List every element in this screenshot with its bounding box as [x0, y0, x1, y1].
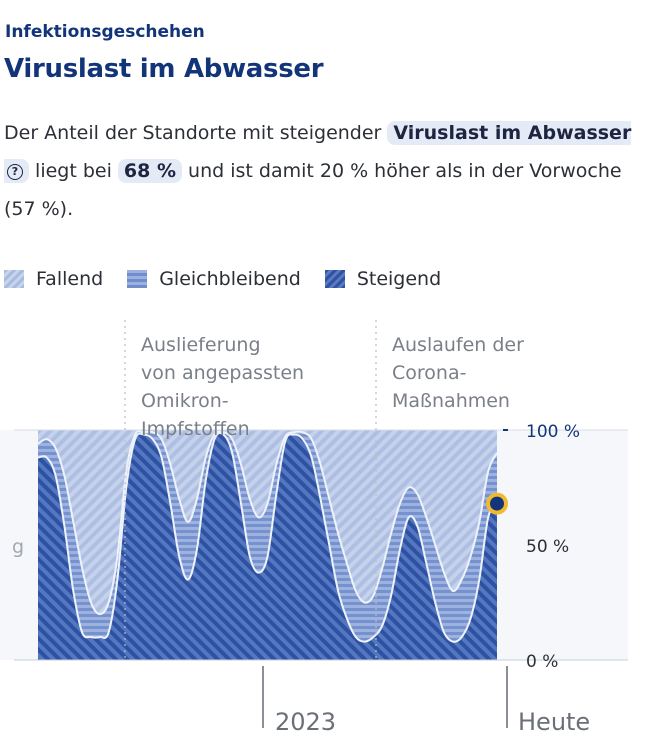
clipped-left-label: g — [12, 536, 24, 558]
legend-item-steigend[interactable]: Steigend — [324, 268, 442, 290]
annotation-massnahmen-line3: Maßnahmen — [392, 390, 510, 412]
viruslast-term-label: Viruslast im Abwasser — [393, 122, 632, 144]
question-circle-icon[interactable]: ? — [7, 164, 23, 180]
page-title: Viruslast im Abwasser — [4, 54, 324, 84]
y-tick-50: 50 % — [526, 537, 569, 557]
legend-swatch-fallend — [4, 270, 24, 288]
annotation-impfstoff-line2: von angepassten — [141, 362, 304, 384]
legend-swatch-steigend — [324, 270, 345, 288]
x-marker-heute: Heute — [518, 708, 590, 736]
annotation-impfstoff-line4: Impfstoffen — [141, 418, 250, 440]
section-kicker: Infektionsgeschehen — [5, 22, 205, 42]
area-steigend — [38, 433, 497, 660]
legend-label-gleichbleibend: Gleichbleibend — [159, 268, 301, 290]
x-marker-2023: 2023 — [275, 708, 336, 736]
annotation-impfstoff-line1: Auslieferung — [141, 334, 261, 356]
annotation-impfstoff: Auslieferung von angepassten Omikron- Im… — [141, 334, 304, 440]
line-gleichbleibend-top — [37, 430, 498, 616]
legend-label-fallend: Fallend — [36, 268, 104, 290]
annotation-massnahmen-line2: Corona- — [392, 362, 466, 384]
annotation-impfstoff-line3: Omikron- — [141, 390, 229, 412]
current-value-point[interactable] — [486, 492, 508, 515]
legend-item-gleichbleibend[interactable]: Gleichbleibend — [127, 268, 301, 290]
legend-swatch-gleichbleibend — [127, 270, 148, 288]
current-share-badge: 68 % — [117, 159, 182, 183]
boundary-lines — [37, 430, 498, 643]
legend-item-fallend[interactable]: Fallend — [4, 268, 103, 290]
annotation-massnahmen: Auslaufen der Corona- Maßnahmen — [392, 334, 524, 412]
summary-text: Der Anteil der Standorte mit steigender … — [4, 114, 654, 228]
chart-legend: Fallend Gleichbleibend Steigend — [4, 268, 441, 290]
summary-part-1: Der Anteil der Standorte mit steigender — [4, 122, 388, 144]
area-chart: Auslieferung von angepassten Omikron- Im… — [0, 320, 628, 736]
legend-label-steigend: Steigend — [356, 268, 442, 290]
summary-part-3: und ist damit 20 % höher als in der Vorw… — [4, 160, 622, 220]
area-layers — [38, 430, 497, 660]
annotation-massnahmen-line1: Auslaufen der — [392, 334, 524, 356]
y-tick-100: 100 % — [526, 422, 580, 442]
y-tick-0: 0 % — [526, 652, 558, 672]
line-steigend-top — [37, 432, 498, 643]
summary-part-2: liegt bei — [29, 160, 118, 182]
